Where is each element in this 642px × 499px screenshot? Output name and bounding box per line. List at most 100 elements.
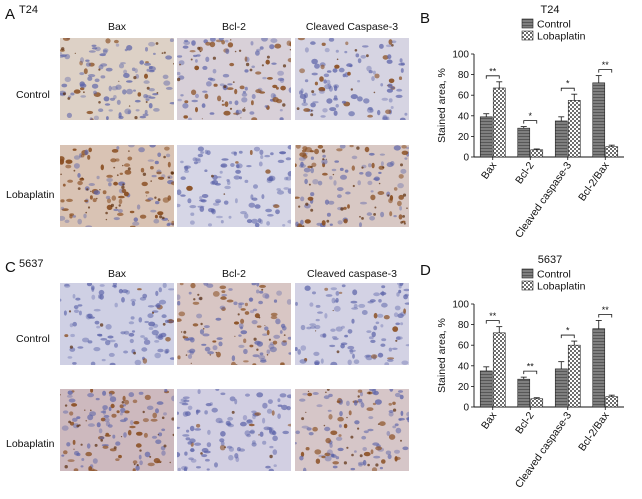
nucleus: [183, 165, 191, 169]
stained-cell: [235, 161, 239, 164]
stained-cell: [118, 195, 125, 199]
nucleus: [250, 41, 254, 46]
col-header-bax-c: Bax: [107, 268, 127, 280]
stained-cell: [65, 159, 73, 164]
dab-granule: [190, 58, 193, 61]
nucleus: [154, 352, 161, 359]
y-axis-label: Stained area, %: [436, 68, 448, 143]
nucleus: [281, 404, 288, 411]
dab-granule: [190, 362, 192, 364]
dab-granule: [118, 204, 121, 207]
stained-cell: [330, 430, 338, 436]
nucleus: [226, 445, 233, 449]
stained-cell: [209, 41, 216, 48]
bar-lobaplatin-3: [605, 396, 619, 408]
nucleus: [70, 92, 75, 96]
nucleus: [209, 402, 213, 406]
nucleus: [121, 297, 125, 303]
nucleus: [341, 100, 347, 104]
nucleus: [368, 70, 373, 74]
nucleus: [155, 334, 159, 339]
nucleus: [107, 424, 113, 428]
bar-chart-5637: 5637 Control Lobaplatin 0 20 40 60 80 100 Stained…: [418, 250, 640, 499]
nucleus: [371, 331, 376, 338]
nucleus: [246, 165, 252, 168]
stained-cell: [69, 214, 73, 219]
nucleus: [128, 392, 135, 398]
dab-granule: [391, 44, 394, 47]
nucleus: [339, 411, 343, 417]
nucleus: [270, 152, 274, 156]
nucleus: [273, 334, 281, 339]
dab-granule: [375, 463, 379, 467]
nucleus: [93, 347, 101, 352]
stained-cell: [240, 318, 245, 324]
micrograph-t24-lobaplatin-caspase: [295, 145, 409, 227]
stained-cell: [60, 199, 65, 203]
nucleus: [143, 80, 150, 84]
dab-granule: [289, 49, 291, 51]
stained-cell: [204, 93, 209, 99]
nucleus: [333, 180, 337, 186]
nucleus: [251, 283, 257, 286]
nucleus: [206, 283, 214, 288]
nucleus: [396, 292, 400, 297]
nucleus: [367, 180, 373, 186]
legend-label-control: Control: [537, 269, 571, 281]
nucleus: [249, 429, 255, 435]
nucleus: [326, 212, 331, 217]
stained-cell: [196, 423, 201, 428]
dab-granule: [229, 107, 233, 110]
nucleus: [298, 157, 306, 161]
dab-granule: [340, 207, 344, 211]
stained-cell: [322, 172, 328, 176]
dab-granule: [310, 165, 313, 169]
nucleus: [161, 314, 167, 319]
nucleus: [215, 200, 221, 203]
nucleus: [279, 109, 283, 112]
nucleus: [265, 465, 271, 469]
dab-granule: [301, 225, 305, 227]
nucleus: [251, 218, 258, 224]
nucleus: [228, 288, 233, 291]
dab-granule: [215, 351, 217, 354]
dab-granule: [237, 313, 240, 316]
nucleus: [190, 212, 195, 216]
nucleus: [372, 442, 380, 446]
nucleus: [60, 54, 67, 57]
nucleus: [177, 426, 181, 429]
nucleus: [312, 179, 319, 185]
nucleus: [205, 458, 210, 462]
nucleus: [108, 85, 112, 92]
stained-cell: [364, 146, 370, 153]
dab-granule: [325, 391, 327, 394]
stained-cell: [177, 318, 182, 322]
nucleus: [311, 58, 318, 65]
nucleus: [363, 430, 369, 434]
dab-granule: [301, 417, 305, 421]
dab-granule: [221, 100, 224, 102]
nucleus: [105, 421, 111, 427]
nucleus: [335, 436, 343, 441]
stained-cell: [113, 181, 118, 186]
micrograph-background: [295, 283, 409, 365]
stained-cell: [87, 154, 91, 160]
nucleus: [365, 355, 373, 361]
y-tick-label: 60: [458, 91, 470, 102]
nucleus: [279, 151, 286, 154]
dab-granule: [350, 435, 354, 439]
stained-cell: [219, 285, 227, 290]
dab-granule: [145, 101, 148, 103]
nucleus: [313, 351, 320, 356]
stained-cell: [115, 458, 120, 461]
nucleus: [144, 62, 151, 66]
nucleus: [75, 297, 81, 301]
dab-granule: [240, 117, 242, 119]
dab-granule: [232, 81, 235, 83]
nucleus: [93, 190, 101, 195]
bar-control-3: [592, 328, 606, 408]
legend-label-lobaplatin: Lobaplatin: [537, 31, 586, 43]
nucleus: [266, 408, 273, 414]
nucleus: [299, 90, 303, 95]
nucleus: [158, 432, 163, 437]
